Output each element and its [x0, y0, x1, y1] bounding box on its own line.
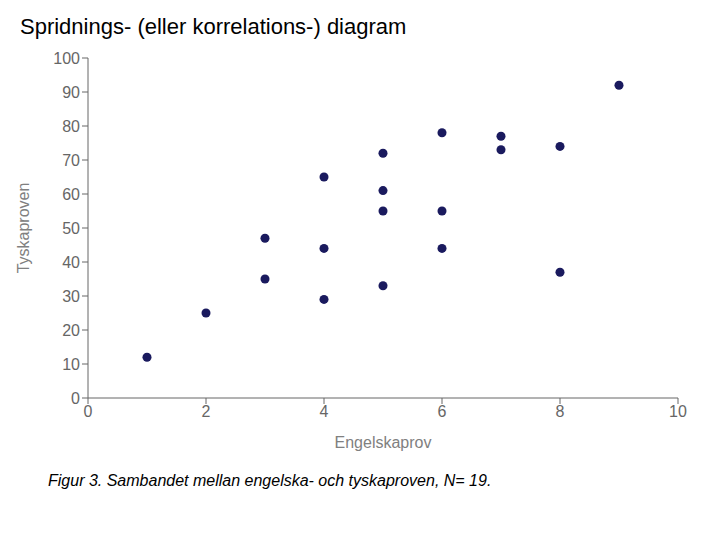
svg-text:60: 60 — [62, 186, 80, 203]
svg-text:70: 70 — [62, 152, 80, 169]
svg-text:90: 90 — [62, 84, 80, 101]
svg-text:0: 0 — [71, 390, 80, 407]
html-text:Spridnings- (eller korrelation: Spridnings- (eller korrelations-) diagra… — [20, 14, 407, 39]
svg-text:10: 10 — [669, 403, 687, 420]
svg-text:30: 30 — [62, 288, 80, 305]
svg-text:40: 40 — [62, 254, 80, 271]
svg-text:10: 10 — [62, 356, 80, 373]
svg-text:20: 20 — [62, 322, 80, 339]
svg-text:8: 8 — [556, 403, 565, 420]
html-text:Figur 3. Sambandet mellan enge: Figur 3. Sambandet mellan engelska- och … — [48, 472, 492, 489]
svg-text:2: 2 — [202, 403, 211, 420]
svg-text:Tyskaproven: Tyskaproven — [15, 183, 32, 274]
svg-text:50: 50 — [62, 220, 80, 237]
svg-text:100: 100 — [53, 50, 80, 67]
svg-text:Engelskaprov: Engelskaprov — [335, 434, 432, 451]
svg-text:80: 80 — [62, 118, 80, 135]
svg-text:4: 4 — [320, 403, 329, 420]
svg-text:6: 6 — [438, 403, 447, 420]
svg-text:0: 0 — [84, 403, 93, 420]
